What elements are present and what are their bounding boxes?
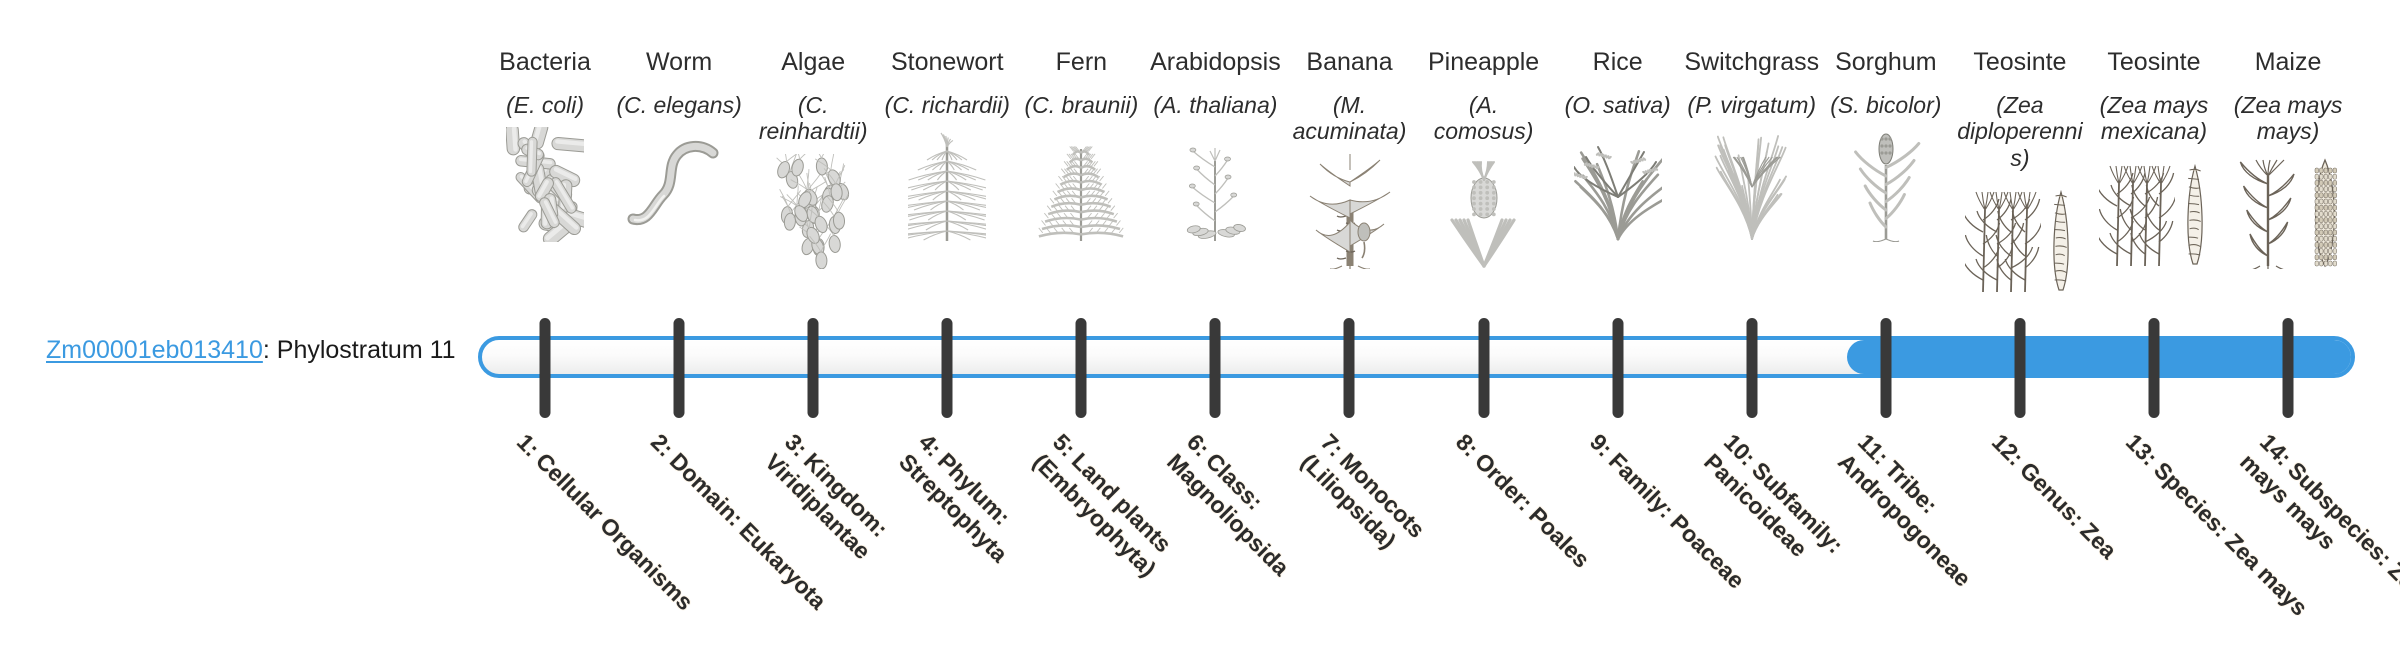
species-column-arabidopsis-6: Arabidopsis (A. thaliana) [1148, 48, 1282, 303]
algae-cells-illustration [774, 151, 853, 269]
species-column-rice-9: Rice (O. sativa) [1551, 48, 1685, 303]
rice-plant-illustration [1573, 124, 1662, 242]
species-scientific-name: (M. acuminata) [1292, 92, 1407, 145]
stratum-rank: Order: [1469, 447, 1538, 516]
species-common-name: Pineapple [1427, 48, 1540, 76]
gene-id-link[interactable]: Zm00001eb013410 [46, 336, 263, 364]
stratum-number: 12: [1986, 428, 2029, 471]
stratum-taxon: Poales [1523, 501, 1595, 573]
species-column-banana-7: Banana (M. acuminata) [1282, 48, 1416, 303]
stonewort-illustration [908, 124, 987, 242]
species-column-teosinte-13: Teosinte (Zea mays mexicana) [2087, 48, 2221, 303]
species-column-worm-2: Worm (C. elegans) [612, 48, 746, 303]
stratum-taxon: Zea mays [2220, 528, 2313, 621]
stratum-rank: Cellular [530, 447, 609, 526]
species-common-name: Banana [1306, 48, 1393, 76]
stratum-tick-9[interactable] [1612, 318, 1624, 418]
stratum-tick-5[interactable] [1075, 318, 1087, 418]
species-common-name: Arabidopsis [1150, 48, 1281, 76]
species-scientific-name: (Zea diploperennis) [1957, 92, 2083, 171]
species-column-algae-3: Algae (C. reinhardtii) [746, 48, 880, 303]
stratum-tick-11[interactable] [1880, 318, 1892, 418]
stratum-rank: Genus: [2014, 456, 2090, 532]
gene-label-separator: : [262, 336, 277, 364]
progress-fill [1846, 340, 2351, 374]
species-common-name: Algae [781, 48, 846, 76]
species-common-name: Rice [1592, 48, 1643, 76]
species-scientific-name: (A. comosus) [1433, 92, 1534, 145]
species-common-name: Worm [646, 48, 713, 76]
stratum-taxon: Eukaryota [734, 517, 832, 615]
species-scientific-name: (C. reinhardtii) [758, 92, 868, 145]
species-common-name: Teosinte [2107, 48, 2201, 76]
species-scientific-name: (C. richardii) [884, 92, 1010, 118]
species-common-name: Stonewort [890, 48, 1004, 76]
stratum-tick-14[interactable] [2282, 318, 2294, 418]
species-scientific-name: (Zea mays mays) [2233, 92, 2343, 145]
teosinte-plant-and-ear-illustration [2098, 151, 2209, 269]
stratum-rank: Species: [2148, 456, 2235, 543]
species-scientific-name: (E. coli) [506, 92, 585, 118]
species-common-name: Bacteria [499, 48, 591, 76]
stratum-tick-6[interactable] [1209, 318, 1221, 418]
species-common-name: Maize [2254, 48, 2322, 76]
phylostratum-value: Phylostratum 11 [276, 336, 456, 364]
species-common-name: Switchgrass [1684, 48, 1820, 76]
stratum-taxon: Organisms [595, 511, 699, 616]
species-scientific-name: (C. braunii) [1024, 92, 1139, 118]
stratum-rank: Domain: [664, 447, 749, 532]
species-scientific-name: (A. thaliana) [1153, 92, 1278, 118]
stratum-tick-3[interactable] [807, 318, 819, 418]
species-common-name: Fern [1055, 48, 1108, 76]
bacteria-illustration [506, 124, 585, 243]
species-column-sorghum-11: Sorghum (S. bicolor) [1819, 48, 1953, 303]
progress-track [478, 336, 2355, 378]
species-column-bacteria-1: Bacteria (E. coli) [478, 48, 612, 303]
stratum-tick-8[interactable] [1478, 318, 1490, 418]
arabidopsis-illustration [1175, 124, 1255, 242]
stratum-tick-2[interactable] [673, 318, 685, 418]
species-column-teosinte-12: Teosinte (Zea diploperennis) [1953, 48, 2087, 303]
switchgrass-illustration [1704, 124, 1800, 242]
stratum-taxon: Zea [2075, 517, 2122, 564]
species-common-name: Sorghum [1835, 48, 1937, 76]
stratum-rank: Family: [1603, 447, 1679, 524]
nematode-worm-illustration [619, 124, 739, 242]
species-header-row: Bacteria (E. coli) [478, 48, 2355, 303]
species-scientific-name: (C. elegans) [616, 92, 742, 118]
sorghum-plant-illustration [1844, 124, 1928, 243]
stratum-tick-10[interactable] [1746, 318, 1758, 418]
pineapple-plant-illustration [1444, 151, 1524, 269]
species-scientific-name: (S. bicolor) [1830, 92, 1942, 118]
species-scientific-name: (Zea mays mexicana) [2099, 92, 2209, 145]
fern-frond-illustration [1035, 124, 1127, 242]
banana-tree-illustration [1306, 151, 1394, 269]
stratum-tick-1[interactable] [539, 318, 551, 418]
stratum-tick-12[interactable] [2014, 318, 2026, 418]
phylostratum-progress-bar[interactable] [478, 336, 2355, 378]
stratum-number: 13: [2120, 428, 2163, 471]
stratum-tick-7[interactable] [1343, 318, 1355, 418]
stratum-taxon: Poaceae [1664, 509, 1750, 594]
species-column-fern-5: Fern (C. braunii) [1014, 48, 1148, 303]
species-common-name: Teosinte [1973, 48, 2067, 76]
species-column-switchgrass-10: Switchgrass (P. virgatum) [1684, 48, 1820, 303]
stratum-tick-13[interactable] [2148, 318, 2160, 418]
stratum-tick-4[interactable] [941, 318, 953, 418]
species-scientific-name: (P. virgatum) [1687, 92, 1817, 118]
maize-plant-and-ear-illustration [2234, 151, 2342, 269]
species-scientific-name: (O. sativa) [1564, 92, 1671, 118]
gene-phylostratum-label: Zm00001eb013410: Phylostratum 11 [46, 338, 456, 363]
species-column-maize-14: Maize (Zea mays mays) [2221, 48, 2355, 303]
species-column-pineapple-8: Pineapple (A. comosus) [1417, 48, 1551, 303]
species-column-stonewort-4: Stonewort (C. richardii) [880, 48, 1014, 303]
teosinte-plant-and-ear-illustration [1964, 177, 2075, 295]
phylostratum-figure: Bacteria (E. coli) [46, 48, 2400, 621]
